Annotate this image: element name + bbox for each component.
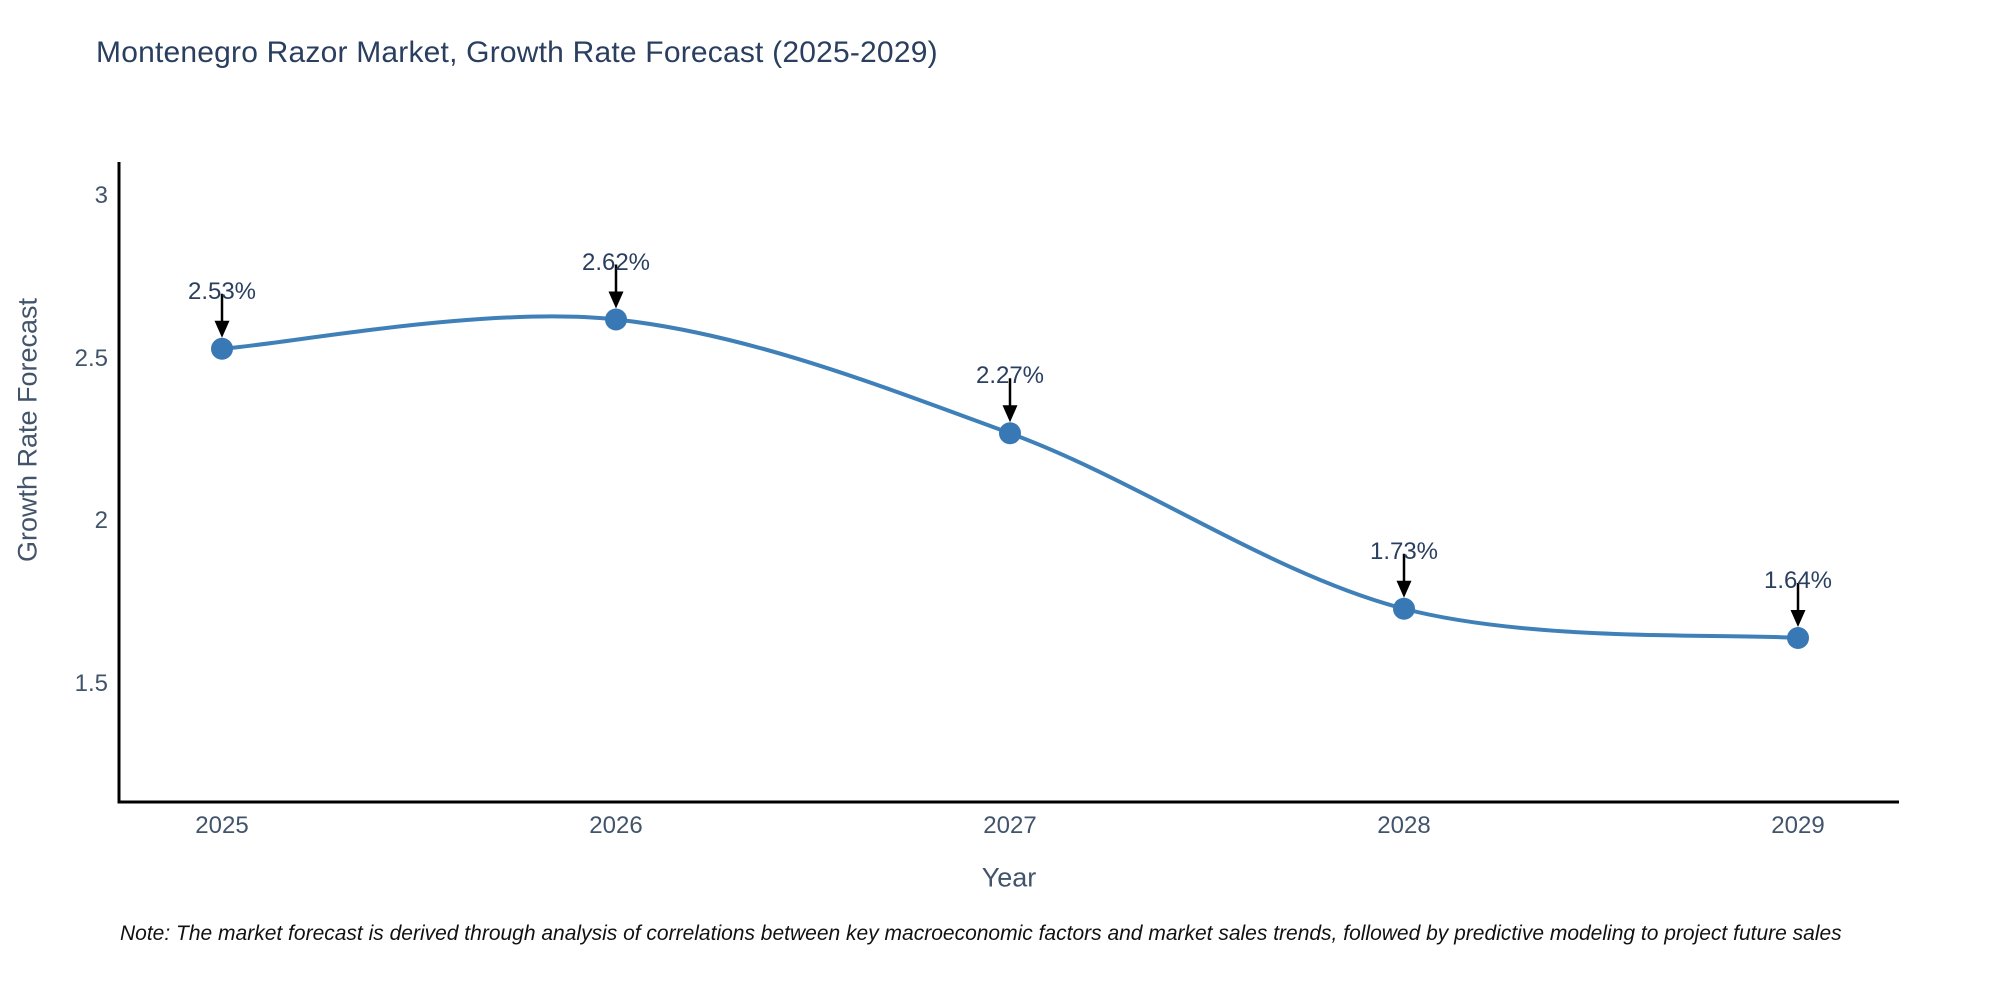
annotation-arrow-head [1396,580,1412,598]
y-tick-label: 2 [94,507,108,534]
y-tick-label: 3 [94,182,108,209]
annotation-arrow-head [1790,610,1806,627]
annotation-arrow-head [214,320,230,338]
data-point-label: 1.73% [1369,537,1439,565]
data-point-marker [211,337,233,360]
y-axis-title: Growth Rate Forecast [12,297,43,563]
footnote: Note: The market forecast is derived thr… [120,922,1842,945]
x-axis-title: Year [981,862,1037,893]
data-point-marker [1787,627,1809,649]
y-tick-label: 2.5 [74,344,108,372]
annotation-arrow-head [1002,405,1018,423]
chart-title: Montenegro Razor Market, Growth Rate For… [96,36,938,69]
x-tick-label: 2028 [1377,812,1431,839]
x-tick-label: 2027 [983,812,1037,839]
data-point-marker [999,422,1021,445]
x-tick-label: 2029 [1771,812,1825,839]
data-point-label: 2.62% [581,248,651,276]
y-tick-label: 1.5 [74,669,108,697]
x-tick-label: 2026 [589,812,643,839]
data-point-label: 2.27% [975,362,1045,390]
data-point-marker [1393,597,1415,620]
data-point-label: 2.53% [187,277,257,305]
data-point-marker [605,308,627,331]
annotation-arrow-head [608,291,624,309]
data-point-label: 1.64% [1763,567,1833,594]
x-tick-label: 2025 [195,812,249,839]
